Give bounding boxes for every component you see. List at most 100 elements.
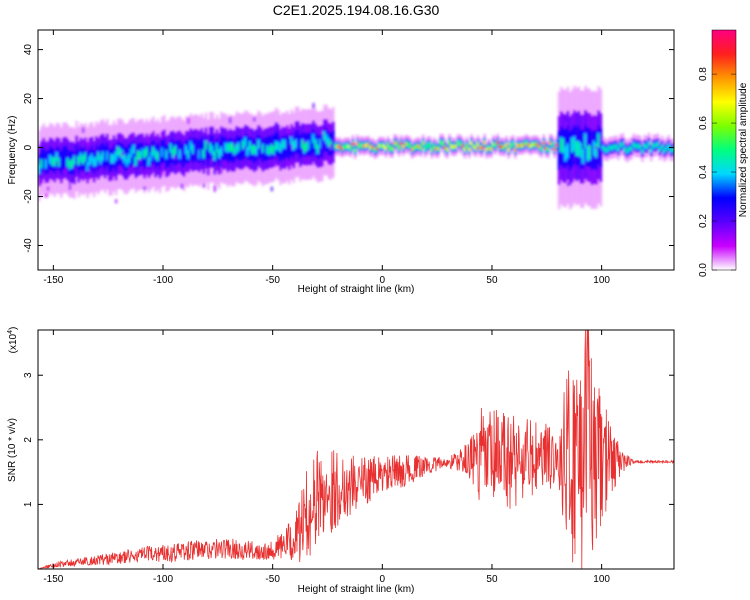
spectrogram-cell <box>169 143 173 153</box>
spectrogram-cell <box>277 141 280 151</box>
spectrogram-cell <box>478 146 482 150</box>
spectrogram-cell <box>413 146 416 150</box>
spectrogram-cell <box>274 161 278 167</box>
spectrogram-cell <box>452 145 456 149</box>
spectrogram-cell <box>325 134 329 144</box>
spectrogram-cell <box>538 145 541 149</box>
spectrogram-cell <box>614 144 618 149</box>
spectrogram-cell <box>423 146 427 151</box>
spectrogram-cell <box>279 143 283 153</box>
spectrogram-cell <box>426 143 429 148</box>
spectrogram-cell <box>296 130 300 154</box>
spectrogram-cell <box>42 146 46 171</box>
x-tick-label: -50 <box>265 574 280 585</box>
spectrogram-cell <box>524 141 528 145</box>
spectrogram-cell <box>95 156 98 166</box>
spectrogram-cell <box>241 161 245 168</box>
spectrogram-cell <box>77 156 81 165</box>
spectrogram-cell <box>362 144 366 148</box>
spectrogram-cell <box>553 147 557 151</box>
spectrogram-cell <box>316 144 320 154</box>
spectrogram-cell <box>257 139 261 149</box>
spectrogram-cell <box>573 156 576 162</box>
snr-multiplier-exp: 4 <box>7 330 14 334</box>
spectrogram-cell <box>470 141 473 145</box>
spectrogram-cell <box>156 151 160 161</box>
spectrogram-cell <box>638 144 642 149</box>
spectrogram-cell <box>252 117 256 122</box>
spectrogram-cell <box>211 159 215 164</box>
spectrogram-cell <box>520 143 524 148</box>
spectrogram-cell <box>498 145 502 149</box>
spectrogram-cell <box>430 147 434 152</box>
x-tick-label: 100 <box>593 275 610 286</box>
spectrogram-cell <box>627 147 631 152</box>
spectrogram-cell <box>217 149 221 159</box>
spectrogram-cell <box>566 182 570 187</box>
colorbar-tick-label: 0.4 <box>698 165 709 179</box>
spectrogram-cell <box>546 147 550 151</box>
spectrogram-cell <box>522 143 526 147</box>
colorbar-frame <box>711 29 737 271</box>
spectrogram-cell <box>127 154 131 163</box>
spectrogram-cell <box>301 139 304 149</box>
spectrogram-cell <box>586 146 590 162</box>
spectrogram-cell <box>595 145 598 150</box>
spectrogram-cell <box>108 148 111 173</box>
spectrogram-cell <box>303 139 307 144</box>
spectrogram-cell <box>507 148 511 152</box>
spectrogram-cell <box>163 138 166 163</box>
svg-text:(x104): (x104) <box>7 327 19 354</box>
x-tick-label: 50 <box>486 275 498 286</box>
spectrogram-cell <box>110 154 114 163</box>
spectrogram-cell <box>314 139 318 149</box>
spectrogram-cell <box>209 143 212 152</box>
spectrogram-cell <box>270 144 274 154</box>
spectrogram-cell <box>103 145 107 170</box>
spectrogram-cell <box>114 199 118 204</box>
spectrogram-cell <box>595 142 598 158</box>
spectrogram-cell <box>371 145 375 149</box>
spectrogram-cell <box>516 143 519 148</box>
spectrogram-cell <box>213 185 217 192</box>
spectrogram-cell <box>226 143 230 153</box>
spectrogram-cell <box>588 145 592 160</box>
y-tick-label: 40 <box>23 44 34 56</box>
spectrogram-cell <box>544 146 548 150</box>
spectrogram-cell <box>509 144 513 148</box>
spectrogram-cell <box>224 160 228 167</box>
spectrogram-cell <box>395 142 399 146</box>
spectrogram-cell <box>564 146 568 162</box>
spectrogram-cell <box>268 146 272 156</box>
spectrogram-cell <box>101 151 105 161</box>
spectrogram-cell <box>557 130 561 170</box>
spectrogram-cell <box>220 168 223 174</box>
spectrogram-cell <box>450 144 454 149</box>
spectrogram-x-axis: -150 -100 -50 0 50 100 <box>43 30 610 286</box>
spectrogram-cell <box>318 139 322 149</box>
spectrogram-cell <box>441 141 445 145</box>
spectrogram-cell <box>388 146 392 150</box>
spectrogram-cell <box>345 144 348 149</box>
spectrogram-cell <box>121 151 125 157</box>
spectrogram-cell <box>329 144 333 151</box>
spectrogram-cell <box>632 142 636 147</box>
spectrogram-cell <box>566 143 570 159</box>
spectrogram-cell <box>448 141 451 145</box>
spectrogram-cell <box>59 150 63 175</box>
spectrogram-cell <box>143 149 147 159</box>
spectrogram-cell <box>105 151 109 161</box>
spectrogram-cell <box>81 155 85 165</box>
snr-panel: -150 -100 -50 0 50 100 1 2 3 Height of straight… <box>7 327 675 595</box>
y-tick-label: -20 <box>23 189 34 204</box>
spectrogram-cell <box>235 144 239 154</box>
spectrogram-cell <box>606 148 609 153</box>
spectrogram-cell <box>472 144 476 148</box>
spectrogram-cell <box>336 145 340 149</box>
spectrogram-cell <box>382 144 386 148</box>
spectrogram-cell <box>283 139 287 149</box>
spectrogram-cell <box>610 145 614 150</box>
spectrogram-cell <box>667 144 671 149</box>
spectrogram-cell <box>75 144 79 168</box>
spectrogram-cell <box>290 143 293 151</box>
